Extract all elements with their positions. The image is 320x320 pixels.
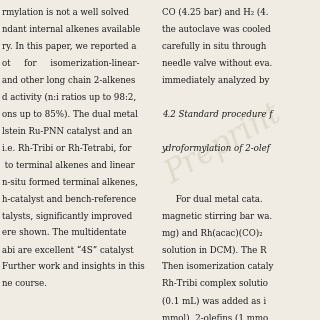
Text: Further work and insights in this: Further work and insights in this (2, 262, 144, 271)
Text: Then isomerization cataly: Then isomerization cataly (162, 262, 273, 271)
Text: needle valve without eva.: needle valve without eva. (162, 59, 272, 68)
Text: ry. In this paper, we reported a: ry. In this paper, we reported a (2, 42, 136, 51)
Text: ons up to 85%). The dual metal: ons up to 85%). The dual metal (2, 110, 138, 119)
Text: Rh-Tribi complex solutio: Rh-Tribi complex solutio (162, 279, 268, 288)
Text: Preprint: Preprint (160, 98, 288, 190)
Text: mg) and Rh(acac)(CO)₂: mg) and Rh(acac)(CO)₂ (162, 228, 262, 238)
Text: lstein Ru-PNN catalyst and an: lstein Ru-PNN catalyst and an (2, 127, 132, 136)
Text: mmol), 2-olefins (1 mmo: mmol), 2-olefins (1 mmo (162, 313, 268, 320)
Text: d activity (n:i ratios up to 98:2,: d activity (n:i ratios up to 98:2, (2, 93, 136, 102)
Text: immediately analyzed by: immediately analyzed by (162, 76, 269, 85)
Text: i.e. Rh-Tribi or Rh-Tetrabi, for: i.e. Rh-Tribi or Rh-Tetrabi, for (2, 144, 131, 153)
Text: ne course.: ne course. (2, 279, 47, 288)
Text: carefully in situ through: carefully in situ through (162, 42, 266, 51)
Text: 4.2 Standard procedure f: 4.2 Standard procedure f (162, 110, 272, 119)
Text: rmylation is not a well solved: rmylation is not a well solved (2, 8, 129, 17)
Text: n-situ formed terminal alkenes,: n-situ formed terminal alkenes, (2, 178, 138, 187)
Text: ot     for     isomerization-linear-: ot for isomerization-linear- (2, 59, 139, 68)
Text: For dual metal cata.: For dual metal cata. (162, 195, 262, 204)
Text: abi are excellent “4S” catalyst: abi are excellent “4S” catalyst (2, 245, 133, 255)
Text: h-catalyst and bench-reference: h-catalyst and bench-reference (2, 195, 136, 204)
Text: talysts, significantly improved: talysts, significantly improved (2, 212, 132, 220)
Text: CO (4.25 bar) and H₂ (4.: CO (4.25 bar) and H₂ (4. (162, 8, 268, 17)
Text: and other long chain 2-alkenes: and other long chain 2-alkenes (2, 76, 135, 85)
Text: ndant internal alkenes available: ndant internal alkenes available (2, 25, 140, 34)
Text: solution in DCM). The R: solution in DCM). The R (162, 245, 266, 254)
Text: magnetic stirring bar wa.: magnetic stirring bar wa. (162, 212, 272, 220)
Text: the autoclave was cooled: the autoclave was cooled (162, 25, 270, 34)
Text: ere shown. The multidentate: ere shown. The multidentate (2, 228, 126, 237)
Text: (0.1 mL) was added as i: (0.1 mL) was added as i (162, 296, 266, 305)
Text: to terminal alkenes and linear: to terminal alkenes and linear (2, 161, 134, 170)
Text: ydroformylation of 2-olef: ydroformylation of 2-olef (162, 144, 271, 153)
